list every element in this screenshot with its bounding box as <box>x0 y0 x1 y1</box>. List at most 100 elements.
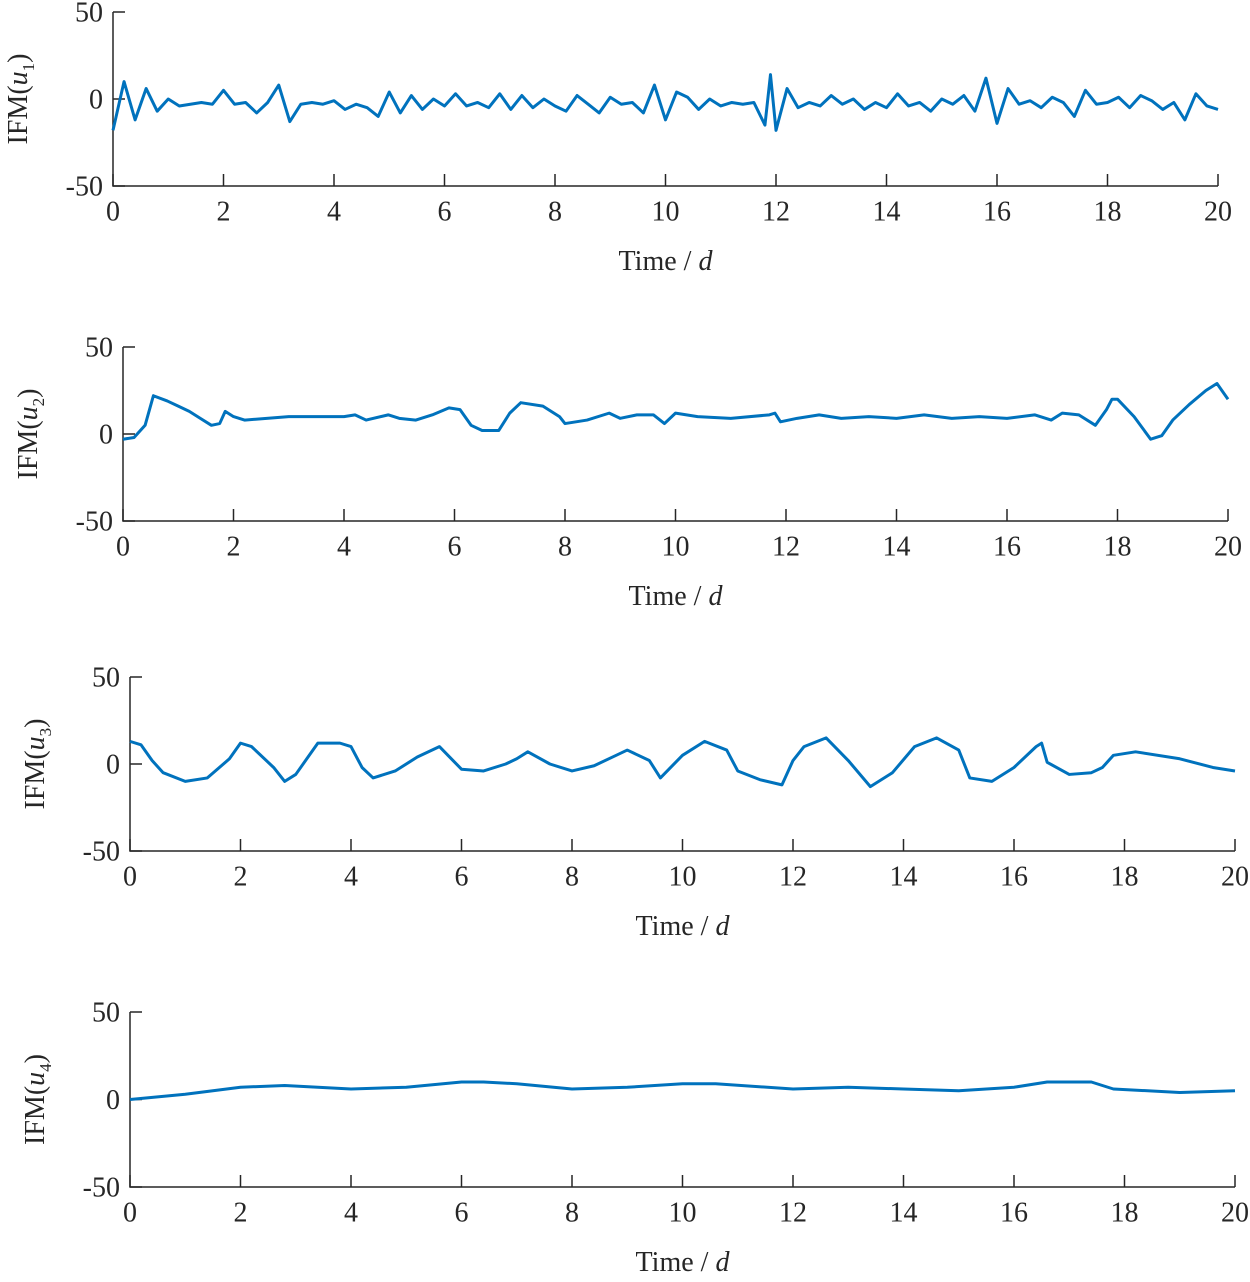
y-tick-label: 0 <box>106 749 120 780</box>
x-tick-label: 18 <box>1111 1197 1139 1228</box>
y-tick-label: 50 <box>92 662 120 693</box>
x-tick-label: 6 <box>455 861 469 892</box>
y-tick-label: 50 <box>92 997 120 1028</box>
y-axis-label-part: 1 <box>19 63 38 72</box>
x-axis-label: Time / d <box>629 581 724 612</box>
x-tick-label: 6 <box>438 196 452 227</box>
y-tick-label: 0 <box>89 84 103 115</box>
x-tick-label: 20 <box>1214 531 1242 562</box>
x-axis-label-part: d <box>715 911 730 942</box>
x-tick-label: 4 <box>344 861 358 892</box>
data-line <box>129 736 1236 789</box>
y-axis-label-part: ) <box>13 389 44 398</box>
y-axis-label-part: 4 <box>36 1063 55 1072</box>
x-tick-label: 16 <box>983 196 1011 227</box>
y-axis-label-part: ) <box>20 1054 51 1063</box>
x-tick-label: 0 <box>106 196 120 227</box>
x-tick-label: 0 <box>123 861 137 892</box>
y-axis-label-part: u <box>20 1072 51 1086</box>
x-axis-label: Time / d <box>636 1247 731 1278</box>
x-axis-label-part: d <box>698 246 713 277</box>
x-axis-label: Time / d <box>636 911 731 942</box>
data-line <box>122 382 1230 441</box>
x-tick-label: 8 <box>565 1197 579 1228</box>
x-tick-label: 2 <box>217 196 231 227</box>
x-tick-label: 4 <box>337 531 351 562</box>
data-line <box>129 1080 1236 1101</box>
x-tick-label: 20 <box>1221 1197 1249 1228</box>
y-axis-label-part: ) <box>20 719 51 728</box>
x-axis-label-part: Time / <box>636 911 716 942</box>
x-tick-label: 14 <box>873 196 901 227</box>
y-tick-label: -50 <box>66 171 103 202</box>
y-tick-label: -50 <box>76 506 113 537</box>
y-axis-label-part: u <box>20 736 51 750</box>
x-tick-label: 12 <box>762 196 790 227</box>
x-tick-label: 12 <box>779 1197 807 1228</box>
x-tick-label: 10 <box>669 861 697 892</box>
x-tick-label: 16 <box>1000 861 1028 892</box>
x-tick-label: 20 <box>1221 861 1249 892</box>
x-tick-label: 14 <box>890 861 918 892</box>
axis-line <box>129 1012 1235 1188</box>
x-tick-label: 10 <box>669 1197 697 1228</box>
x-tick-label: 4 <box>344 1197 358 1228</box>
x-tick-label: 20 <box>1204 196 1232 227</box>
x-tick-label: 8 <box>558 531 572 562</box>
x-tick-label: 16 <box>1000 1197 1028 1228</box>
x-tick-label: 0 <box>123 1197 137 1228</box>
x-tick-label: 10 <box>652 196 680 227</box>
x-tick-label: 14 <box>890 1197 918 1228</box>
x-tick-label: 2 <box>234 861 248 892</box>
y-axis-label-part: u <box>13 406 44 420</box>
axis-line <box>129 677 1235 852</box>
x-axis-label-part: Time / <box>636 1247 716 1278</box>
data-line <box>111 73 1219 132</box>
y-axis-label-part: IFM( <box>20 750 51 809</box>
x-tick-label: 2 <box>227 531 241 562</box>
x-tick-label: 6 <box>448 531 462 562</box>
y-tick-label: -50 <box>83 1172 120 1203</box>
x-tick-label: 8 <box>548 196 562 227</box>
axis-line <box>122 347 1228 522</box>
y-tick-label: 50 <box>85 332 113 363</box>
x-axis-label-part: d <box>708 581 723 612</box>
y-axis-label-part: ) <box>3 54 34 63</box>
x-tick-label: 2 <box>234 1197 248 1228</box>
x-tick-label: 14 <box>883 531 911 562</box>
y-axis-label: IFM(u3) <box>20 719 55 810</box>
y-axis-label: IFM(u2) <box>13 389 48 480</box>
x-tick-label: 4 <box>327 196 341 227</box>
y-axis-label-part: IFM( <box>13 420 44 479</box>
x-tick-label: 10 <box>662 531 690 562</box>
y-axis-label-part: 2 <box>29 398 48 407</box>
x-axis-label: Time / d <box>619 246 714 277</box>
y-tick-label: 50 <box>75 0 103 28</box>
y-tick-label: 0 <box>106 1085 120 1116</box>
x-axis-label-part: Time / <box>619 246 699 277</box>
x-tick-label: 12 <box>772 531 800 562</box>
y-axis-label-part: IFM( <box>20 1086 51 1145</box>
y-axis-label-part: IFM( <box>3 85 34 144</box>
x-axis-label-part: d <box>715 1247 730 1278</box>
y-axis-label: IFM(u1) <box>3 54 38 145</box>
x-tick-label: 18 <box>1104 531 1132 562</box>
x-tick-label: 8 <box>565 861 579 892</box>
y-axis-label-part: 3 <box>36 728 55 737</box>
x-axis-label-part: Time / <box>629 581 709 612</box>
x-tick-label: 6 <box>455 1197 469 1228</box>
x-tick-label: 18 <box>1094 196 1122 227</box>
x-tick-label: 0 <box>116 531 130 562</box>
x-tick-label: 16 <box>993 531 1021 562</box>
y-axis-label-part: u <box>3 71 34 85</box>
y-tick-label: -50 <box>83 836 120 867</box>
x-tick-label: 12 <box>779 861 807 892</box>
x-tick-label: 18 <box>1111 861 1139 892</box>
y-tick-label: 0 <box>99 419 113 450</box>
y-axis-label: IFM(u4) <box>20 1054 55 1145</box>
